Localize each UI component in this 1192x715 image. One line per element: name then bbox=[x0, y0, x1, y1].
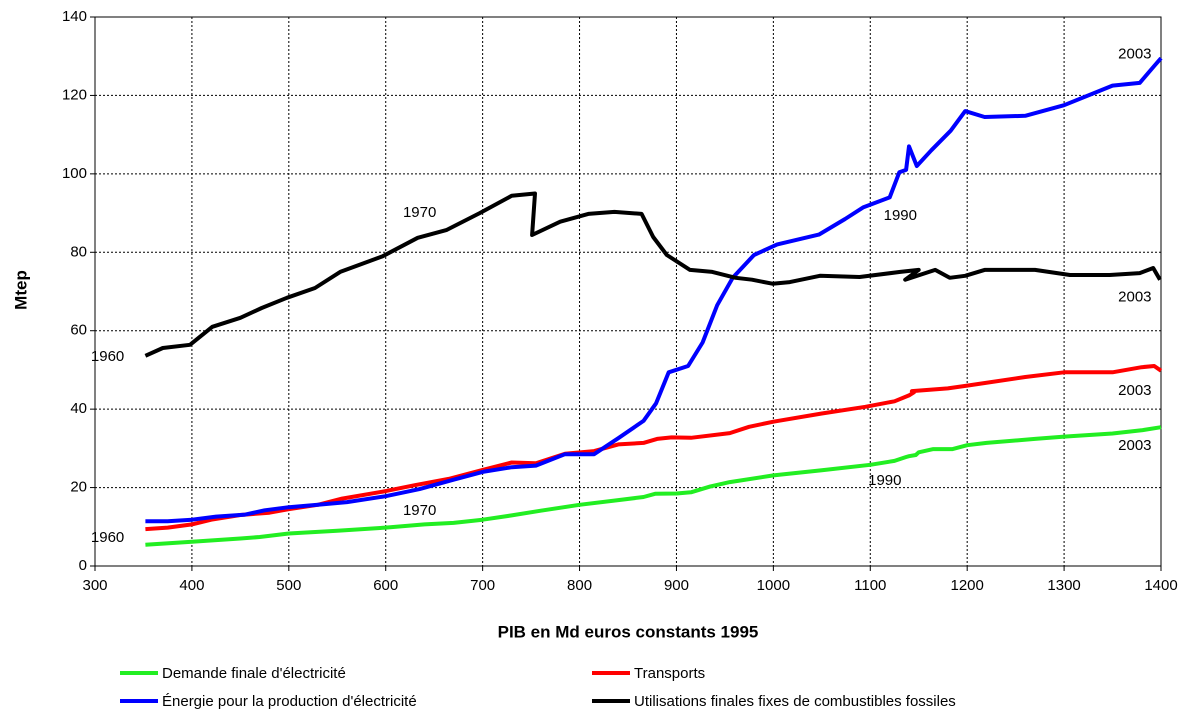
x-tick-label: 300 bbox=[82, 577, 107, 594]
series-line bbox=[144, 191, 1162, 358]
x-tick-label: 1100 bbox=[854, 577, 886, 594]
x-tick-label: 1000 bbox=[757, 577, 790, 594]
y-tick-label: 60 bbox=[70, 322, 87, 339]
y-tick-label: 20 bbox=[70, 479, 87, 496]
y-tick-label: 40 bbox=[70, 400, 87, 417]
x-tick-label: 1300 bbox=[1047, 577, 1080, 594]
y-tick-label: 120 bbox=[62, 86, 87, 103]
y-tick-label: 80 bbox=[70, 243, 87, 260]
series-line bbox=[145, 425, 1162, 547]
legend-label: Utilisations finales fixes de combustibl… bbox=[634, 693, 956, 710]
x-tick-label: 400 bbox=[179, 577, 204, 594]
annotation: 1990 bbox=[868, 472, 901, 489]
y-tick-label: 100 bbox=[62, 165, 87, 182]
annotation: 1970 bbox=[403, 204, 436, 221]
legend-label: Énergie pour la production d'électricité bbox=[162, 693, 417, 710]
annotation: 1960 bbox=[91, 529, 124, 546]
annotation: 1960 bbox=[91, 348, 124, 365]
legend-label: Demande finale d'électricité bbox=[162, 665, 346, 682]
y-tick-label: 0 bbox=[79, 557, 87, 574]
y-tick-label: 140 bbox=[62, 8, 87, 25]
x-tick-label: 1400 bbox=[1144, 577, 1177, 594]
series-line bbox=[145, 56, 1163, 524]
annotation: 2003 bbox=[1118, 437, 1151, 454]
x-tick-label: 500 bbox=[276, 577, 301, 594]
annotation: 2003 bbox=[1118, 289, 1151, 306]
y-axis-label: Mtep bbox=[11, 270, 30, 310]
x-tick-label: 700 bbox=[470, 577, 495, 594]
annotation: 1970 bbox=[403, 502, 436, 519]
x-tick-label: 900 bbox=[664, 577, 689, 594]
annotation: 2003 bbox=[1118, 46, 1151, 63]
x-tick-label: 1200 bbox=[950, 577, 983, 594]
x-tick-label: 800 bbox=[567, 577, 592, 594]
annotation: 2003 bbox=[1118, 382, 1151, 399]
legend-label: Transports bbox=[634, 665, 705, 682]
x-axis-label: PIB en Md euros constants 1995 bbox=[498, 622, 759, 641]
x-tick-label: 600 bbox=[373, 577, 398, 594]
annotation: 1990 bbox=[884, 207, 917, 224]
plot-frame bbox=[94, 16, 1162, 567]
